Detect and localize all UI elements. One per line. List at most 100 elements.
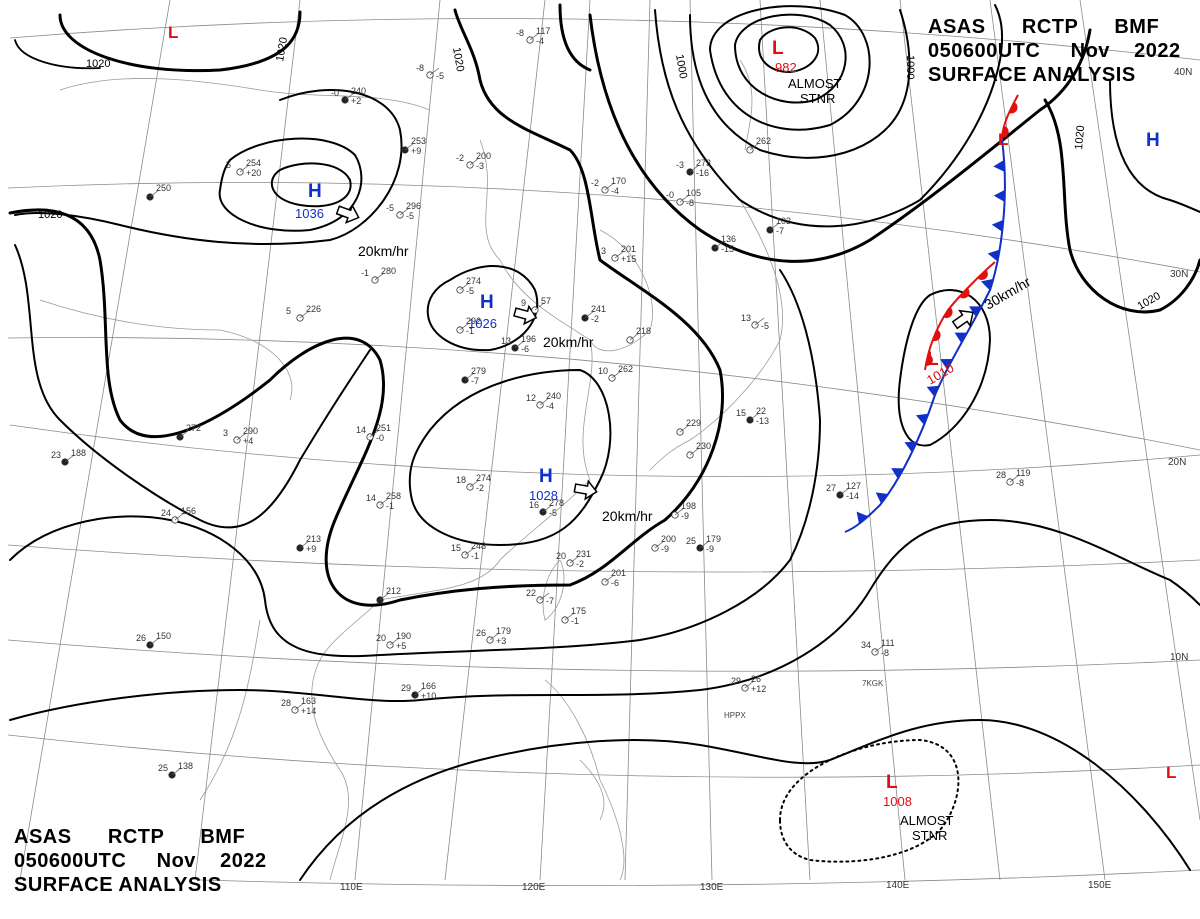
header-top-right: ASAS RCTP BMF 050600UTC Nov 2022 SURFACE… [928, 15, 1181, 87]
station-pressure: 201 [611, 568, 626, 578]
station-tendency: -5 [406, 211, 414, 221]
low-symbol: L [1166, 763, 1176, 782]
header-station: RCTP [107, 826, 165, 848]
station-pressure: 240 [546, 391, 561, 401]
station-pressure: 290 [243, 426, 258, 436]
low-982: L 982 ALMOST STNR [772, 38, 842, 106]
high-motion: 20km/hr [543, 334, 594, 350]
graticule-labels: 110E 120E 130E 140E 150E 40N 30N 20N 10N [340, 67, 1192, 893]
philippines-coast [544, 679, 625, 881]
station-temperature: 20 [376, 633, 386, 643]
wind-barb-icon [614, 250, 625, 259]
station-plot: -2 170-4 [591, 176, 626, 196]
station-plot: 29 166+10 [401, 681, 436, 701]
header-title: SURFACE ANALYSIS [928, 64, 1136, 86]
ship-id: 7KGK [862, 679, 884, 688]
wind-barb-icon [564, 612, 575, 621]
header-office: BMF [1114, 16, 1160, 38]
wind-barb-icon [464, 372, 475, 381]
station-plot: 3 201+15 [601, 244, 636, 264]
station-tendency: -15 [721, 244, 734, 254]
low-note: ALMOST [788, 76, 842, 91]
header-agency: ASAS [14, 826, 72, 848]
station-pressure: 136 [721, 234, 736, 244]
wind-barb-icon [469, 479, 480, 488]
header-year: 2022 [1134, 40, 1181, 62]
station-plot: 23 188 [51, 448, 86, 466]
station-pressure: 262 [756, 136, 771, 146]
warm-front-semicircle [977, 269, 988, 280]
station-plot: 18 274-2 [456, 473, 491, 493]
station-pressure: 296 [406, 201, 421, 211]
station-pressure: 250 [156, 183, 171, 193]
wind-barb-icon [542, 504, 553, 513]
station-tendency: -2 [576, 559, 584, 569]
station-pressure: 138 [178, 761, 193, 771]
wind-barb-icon [529, 32, 540, 41]
station-plot: 28 119-8 [996, 468, 1030, 488]
station-temperature: 24 [161, 508, 171, 518]
wind-barb-icon [604, 574, 615, 583]
cold-front-triangle [875, 492, 889, 504]
low-value: 1008 [883, 794, 912, 809]
wind-barb-icon [64, 454, 75, 463]
coastlines [39, 59, 783, 881]
wind-barb-icon [299, 540, 310, 549]
wind-barb-icon [514, 340, 525, 349]
station-tendency: -8 [686, 198, 694, 208]
station-tendency: +12 [751, 684, 766, 694]
isobar-1020-far-east [1043, 98, 1200, 314]
warm-front-semicircle [1008, 102, 1018, 114]
station-tendency: -2 [591, 314, 599, 324]
station-temperature: 13 [501, 336, 511, 346]
low-1008: L 1008 ALMOST STNR [883, 772, 954, 843]
longitude-label: 110E [340, 882, 363, 893]
station-pressure: 231 [576, 549, 591, 559]
station-temperature: 20 [556, 551, 566, 561]
station-plot: 15 22-13 [736, 406, 769, 426]
wind-barb-icon [629, 332, 640, 341]
station-plot: 213+9 [296, 534, 321, 554]
low-note: STNR [800, 91, 835, 106]
header-agency: ASAS [928, 16, 986, 38]
station-pressure: 200 [476, 151, 491, 161]
station-temperature: 15 [736, 408, 746, 418]
station-tendency: +10 [421, 691, 436, 701]
station-pressure: 272 [186, 423, 201, 433]
station-pressure: 188 [71, 448, 86, 458]
warm-front [924, 94, 1019, 371]
station-plot: 26 179+3 [476, 626, 511, 646]
high-1028: H 1028 20km/hr [529, 466, 653, 524]
station-tendency: +9 [306, 544, 316, 554]
station-pressure: 292 [466, 316, 481, 326]
tibet-border [39, 299, 293, 401]
station-tendency: -13 [756, 416, 769, 426]
station-pressure: 105 [686, 188, 701, 198]
station-temperature: 14 [356, 425, 366, 435]
station-plot: 292-1 [456, 316, 481, 336]
station-plot: 198-9 [671, 501, 696, 521]
station-plot: -5 296-5 [386, 201, 421, 221]
motion-arrow-icon [951, 309, 974, 330]
taiwan-coast [542, 559, 565, 621]
header-line-1: ASAS RCTP BMF [928, 15, 1181, 39]
longitude-line-100e [19, 0, 171, 881]
longitude-line-130e [689, 0, 713, 881]
station-plot: 25 138 [158, 761, 193, 779]
header-month: Nov [1070, 40, 1110, 62]
header-time: 050600UTC [14, 850, 127, 872]
cold-front-triangle [981, 278, 994, 291]
station-pressure: 226 [306, 304, 321, 314]
station-pressure: 26 [751, 674, 761, 684]
station-plot: 218 [626, 326, 651, 344]
station-plot: -8 117-4 [516, 26, 550, 46]
station-temperature: 34 [861, 640, 871, 650]
header-station: RCTP [1021, 16, 1079, 38]
high-symbol: H [480, 292, 494, 313]
high-symbol: H [539, 466, 553, 487]
station-pressure: 278 [549, 498, 564, 508]
cold-front-triangle [891, 468, 904, 479]
station-tendency: -5 [466, 286, 474, 296]
station-plot: -3 273-16 [676, 158, 711, 178]
wind-barb-icon [489, 632, 500, 641]
